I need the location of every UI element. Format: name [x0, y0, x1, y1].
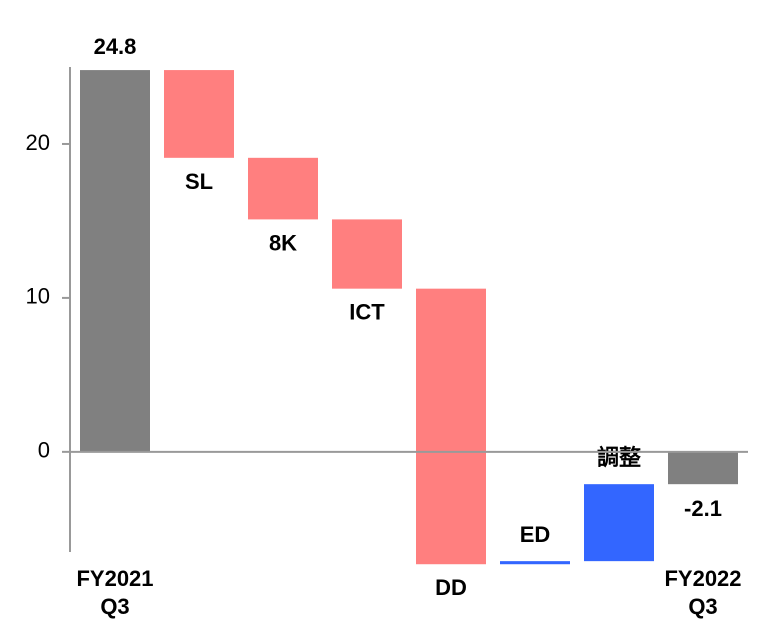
- bar: [668, 451, 738, 485]
- value-label: 24.8: [94, 34, 137, 59]
- category-label: 8K: [269, 230, 297, 255]
- label-line: 8K: [269, 230, 297, 255]
- category-label: DD: [435, 575, 467, 600]
- label-line: 調整: [597, 445, 641, 470]
- bar: [248, 157, 318, 220]
- label-line: ICT: [349, 299, 385, 324]
- y-tick-label: 20: [26, 130, 50, 155]
- category-label: FY2022 Q3: [664, 566, 741, 619]
- value-label: -2.1: [684, 496, 722, 521]
- bar: [332, 219, 402, 289]
- bar: [500, 561, 570, 565]
- label-line: ED: [520, 522, 551, 547]
- category-label: 調整: [597, 445, 641, 470]
- y-tick-label: 0: [38, 438, 50, 463]
- label-line: Q3: [688, 594, 717, 619]
- y-tick-label: 10: [26, 284, 50, 309]
- category-label: SL: [185, 169, 213, 194]
- label-line: Q3: [100, 594, 129, 619]
- label-line: DD: [435, 575, 467, 600]
- bar: [584, 484, 654, 562]
- label-line: SL: [185, 169, 213, 194]
- category-label: FY2021 Q3: [76, 566, 153, 619]
- label-line: FY2021: [76, 566, 153, 591]
- bar: [164, 70, 234, 158]
- category-label: ICT: [349, 299, 385, 324]
- bar: [80, 70, 150, 452]
- category-label: ED: [520, 522, 551, 547]
- label-line: FY2022: [664, 566, 741, 591]
- bar: [416, 288, 486, 565]
